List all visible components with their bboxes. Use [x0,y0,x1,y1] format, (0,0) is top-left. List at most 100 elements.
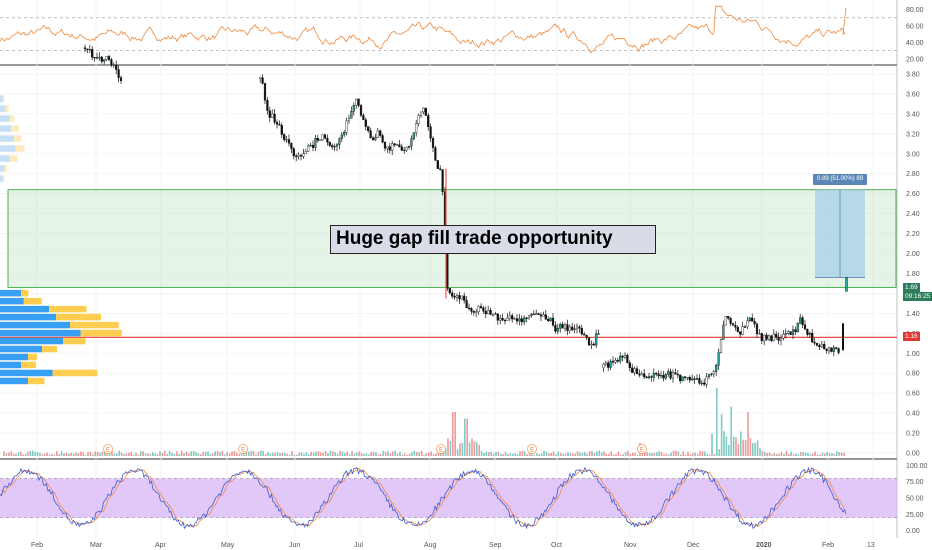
volume-bar [101,451,104,456]
volume-bar [44,453,46,456]
candle [410,138,413,147]
volume-bar [382,450,384,456]
volume-bar [759,448,761,456]
vp-bar-blue [0,165,5,172]
volume-bar [761,450,764,456]
volume-bar [416,451,418,456]
volume-bar [432,454,435,456]
candle [799,317,802,324]
volume-bar [56,451,58,456]
vp-bar-blue [0,155,10,162]
volume-bar [425,453,428,456]
vp-bar-yellow [2,175,5,182]
candle [311,144,315,148]
volume-bar [819,454,821,456]
volume-bar [591,451,593,456]
candle [655,372,658,375]
candle [664,374,667,379]
candle [583,333,586,336]
volume-bar [521,450,524,456]
candle [278,124,281,126]
candle [455,294,459,298]
volume-bar [783,454,785,456]
candle [530,313,533,317]
volume-bar [776,454,778,456]
volume-bar [10,451,12,456]
volume-bar [502,454,504,456]
stoch-tick-label: 75.00 [906,479,924,486]
candle [371,137,375,141]
candle [772,333,775,341]
stoch-tick-label: 100.00 [906,463,928,470]
volume-bar [20,451,22,456]
candle [741,326,744,335]
volume-bar [749,438,752,456]
earnings-label: E [530,448,534,454]
volume-bar [228,453,231,456]
x-tick-label: Feb [31,542,43,549]
candle [518,318,521,322]
candle [352,105,355,112]
volume-bar [780,451,783,456]
volume-bar [656,452,658,456]
volume-bar [495,451,497,456]
volume-bar [660,452,663,456]
candle [743,326,747,328]
volume-bar [593,452,596,456]
candle [547,319,550,321]
volume-bar [459,443,461,456]
volume-bar [147,453,149,456]
volume-bar [250,450,252,456]
volume-bar [838,452,840,456]
volume-bar [192,451,195,456]
candle [647,376,651,379]
volume-bar [557,451,560,456]
volume-bar [202,451,204,456]
volume-bar [231,451,233,456]
volume-bar [550,452,552,456]
volume-bar [512,453,514,456]
volume-bar [555,454,557,456]
volume-bar [840,452,843,456]
volume-bar [346,451,348,456]
candle [676,373,679,376]
volume-bar [814,451,816,456]
volume-bar [396,453,399,456]
volume-bar [816,454,819,456]
candle [379,130,382,136]
vp-bar-blue [0,289,21,297]
volume-bar [492,453,495,456]
candle [273,113,276,123]
volume-bar [365,453,368,456]
volume-bar [792,454,795,456]
candle [554,325,557,332]
candle [539,314,543,317]
volume-bar [3,451,5,456]
candle [813,341,816,344]
candle [119,77,123,81]
jump-candle [842,323,844,351]
candle [681,376,684,382]
candle [465,300,468,309]
volume-bar [320,452,322,456]
rsi-tick-label: 60.00 [906,24,924,31]
candle [376,130,379,138]
volume-bar [742,439,744,456]
price-tick-label: 1.00 [906,351,920,358]
candle [333,146,336,148]
volume-bar [670,452,672,456]
vp-bar-blue [0,345,42,353]
volume-bar [485,451,488,456]
candle [487,310,490,315]
volume-bar [159,451,161,456]
volume-bar [262,451,264,456]
volume-bar [310,451,312,456]
vp-bar-yellow [9,155,18,162]
volume-bar [72,453,75,456]
volume-bar [255,454,257,456]
candle [98,56,101,59]
volume-bar [454,412,456,456]
candle [508,315,511,319]
volume-bar [797,454,800,456]
candle [657,373,660,377]
